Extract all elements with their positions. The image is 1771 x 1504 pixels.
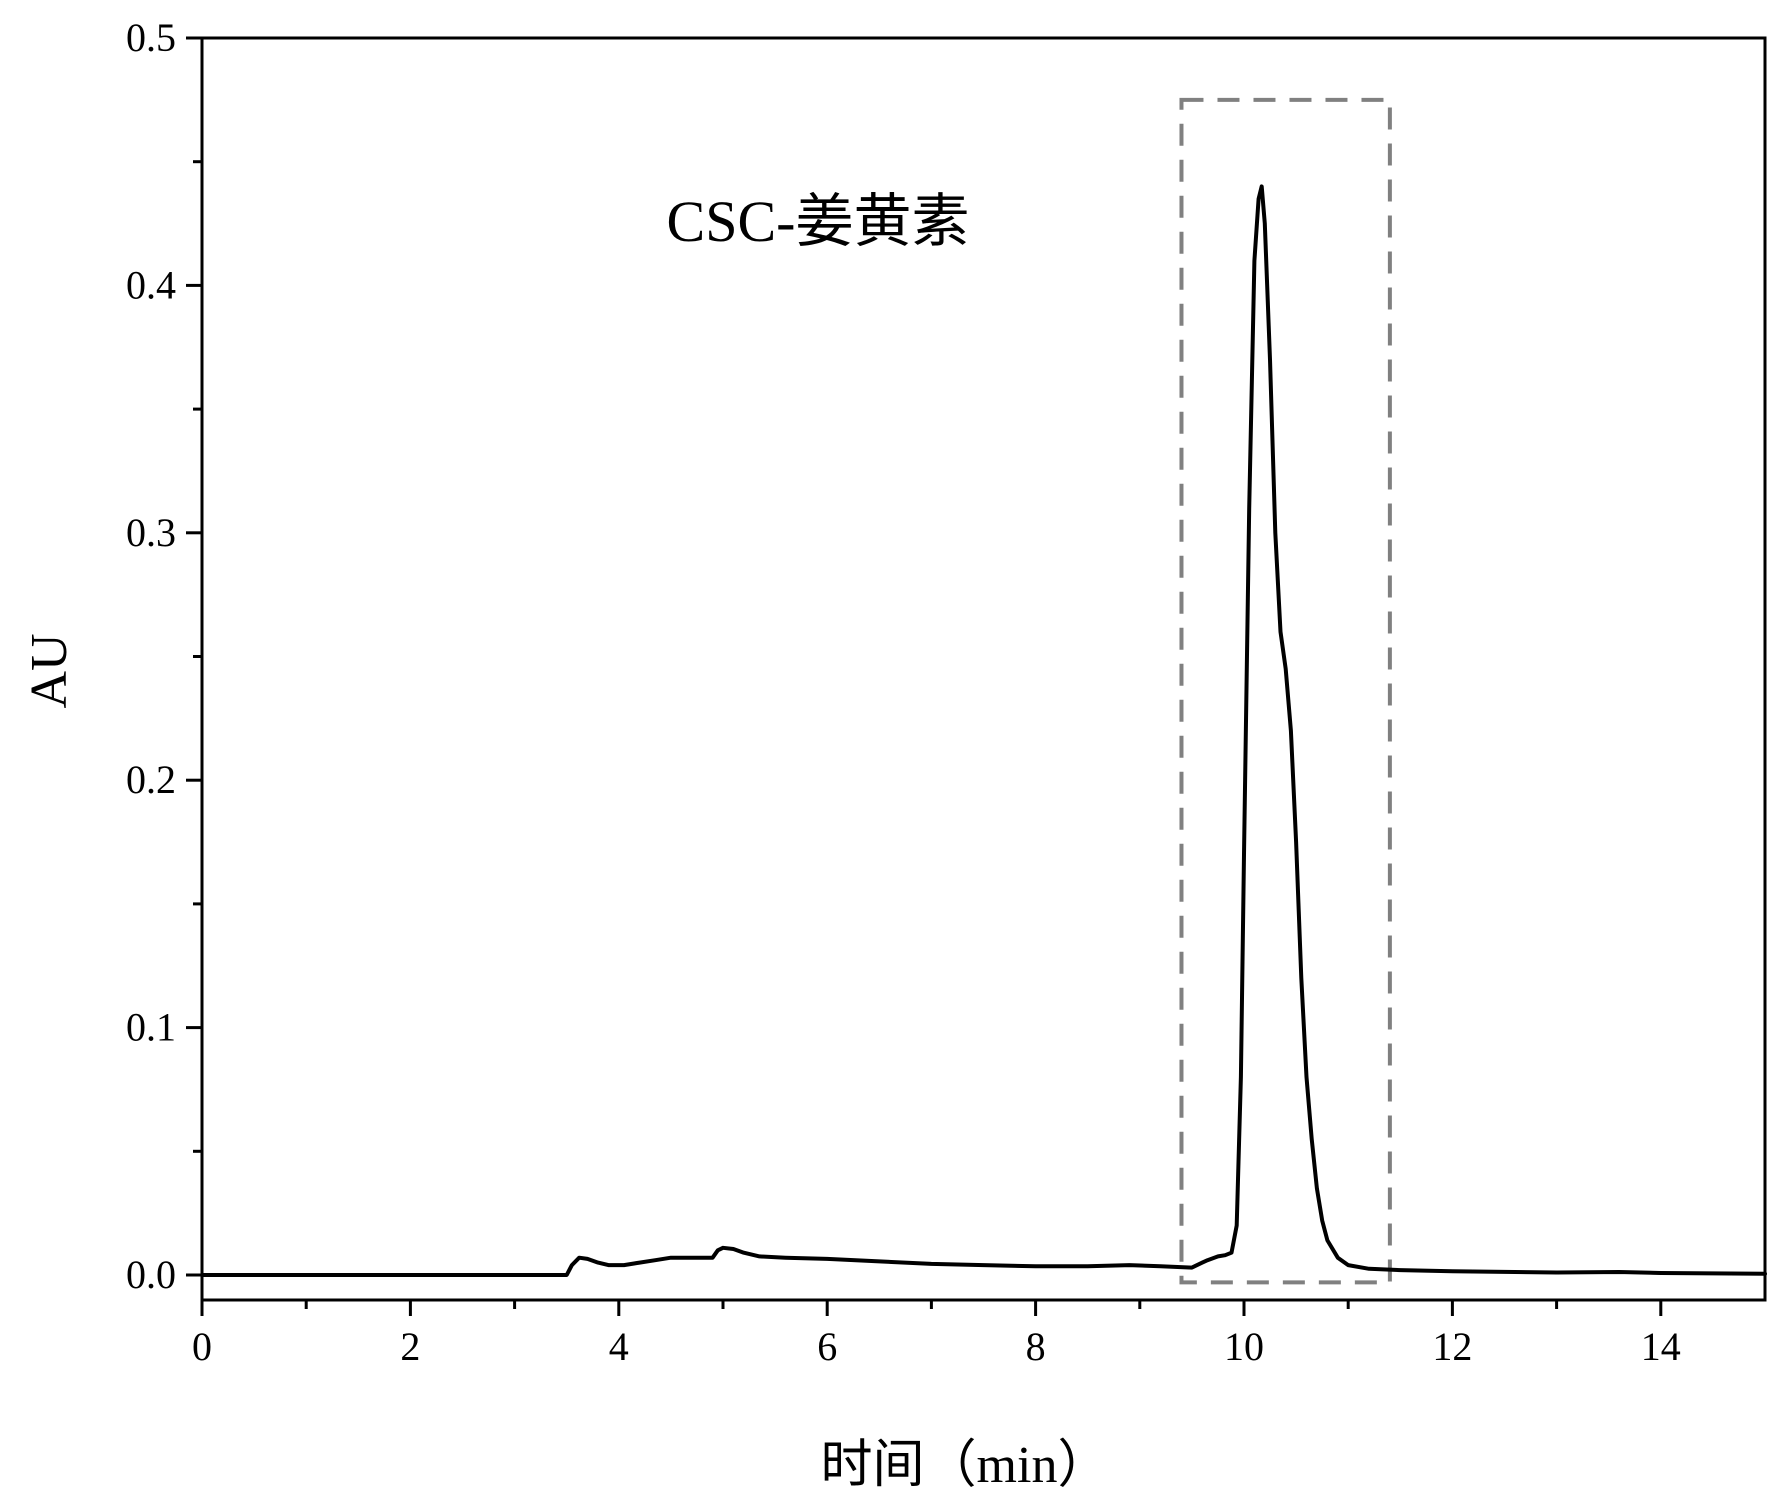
series-line (200, 184, 1767, 1277)
x-tick-label: 2 (400, 1324, 420, 1369)
x-tick-label: 4 (609, 1324, 629, 1369)
x-tick-label: 12 (1432, 1324, 1472, 1369)
y-tick-label: 0.1 (126, 1005, 176, 1050)
x-tick-label: 14 (1641, 1324, 1681, 1369)
y-tick-label: 0.0 (126, 1252, 176, 1297)
y-tick-label: 0.3 (126, 510, 176, 555)
y-tick-label: 0.5 (126, 15, 176, 60)
x-axis-ticks: 0 2 4 6 8 10 12 14 (192, 1300, 1681, 1369)
highlight-box (1179, 97, 1392, 1285)
x-tick-label: 10 (1224, 1324, 1264, 1369)
plot-frame (200, 36, 1767, 1302)
x-tick-label: 8 (1026, 1324, 1046, 1369)
peak-annotation: CSC-姜黄素 (667, 189, 970, 254)
series-layer (200, 184, 1767, 1277)
x-tick-label: 0 (192, 1324, 212, 1369)
y-axis-label: AU (21, 633, 78, 708)
x-tick-label: 6 (817, 1324, 837, 1369)
x-axis-label: 时间（min） (821, 1437, 1110, 1494)
y-tick-label: 0.4 (126, 262, 176, 307)
highlight-box-layer (1179, 97, 1392, 1285)
y-axis-ticks: 0.0 0.1 0.2 0.3 0.4 0.5 (126, 15, 202, 1297)
y-tick-label: 0.2 (126, 757, 176, 802)
